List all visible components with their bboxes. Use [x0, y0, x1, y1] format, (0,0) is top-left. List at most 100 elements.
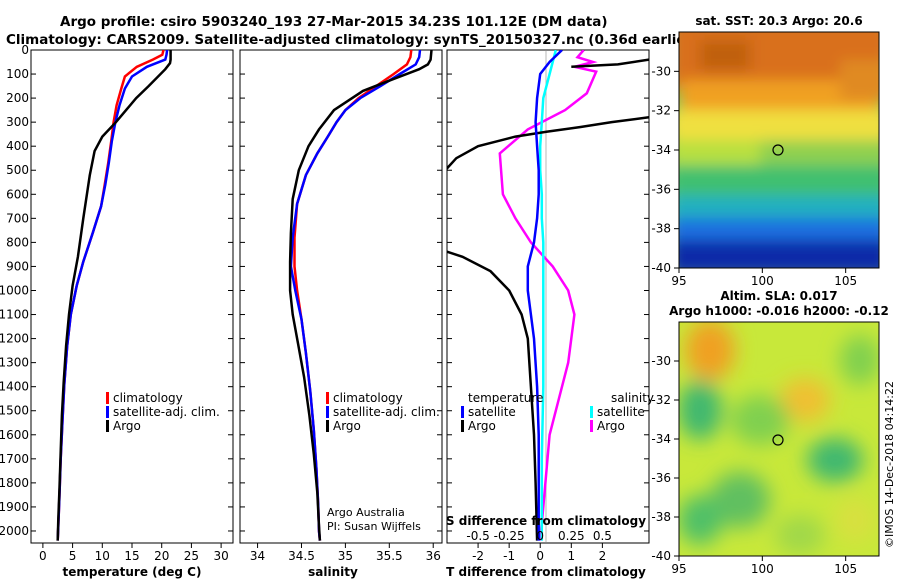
map-y-tick-label: -34	[651, 432, 671, 446]
legend-label-temperature-satellite: satellite	[468, 405, 516, 419]
depth-tick-label: 1300	[0, 356, 29, 370]
x-tick-label: 34.5	[288, 549, 315, 563]
salinity-x-ticks: 34 34.5 35 35.5 36	[250, 543, 441, 563]
difference-x-ticks: -2 -1 0 1 2	[472, 543, 606, 563]
depth-tick-label: 1000	[0, 283, 29, 297]
x-tick-label: 0	[39, 549, 47, 563]
x-tick-label: 34	[250, 549, 265, 563]
figure-title-line2: Climatology: CARS2009. Satellite-adjuste…	[6, 32, 698, 48]
depth-tick-label: 1100	[0, 308, 29, 322]
depth-tick-label: 1900	[0, 500, 29, 514]
salinity-plot	[288, 50, 433, 541]
sla-map	[679, 322, 879, 556]
legend-label-satellite: satellite-adj. clim.	[333, 405, 440, 419]
x-tick-label: 0	[536, 549, 544, 563]
depth-axis: 0 100 200 300 400 500 600 700 800 900 1000 1100 1200…	[0, 43, 649, 538]
depth-tick-label: 700	[6, 211, 29, 225]
temperature-xlabel: temperature (deg C)	[63, 565, 202, 579]
difference-panel-frame	[446, 49, 650, 544]
sla-map-x-ticks: 95 100 105	[671, 556, 857, 576]
depth-tick-label: 1500	[0, 404, 29, 418]
depth-tick-label: 500	[6, 163, 29, 177]
legend-label-climatology: climatology	[333, 391, 403, 405]
x-tick-label: 35	[338, 549, 353, 563]
map-y-tick-label: -34	[651, 143, 671, 157]
sst-map	[679, 32, 879, 268]
legend-swatch-temperature-satellite	[461, 406, 464, 418]
depth-tick-label: 900	[6, 259, 29, 273]
sla-map-title-line2: Argo h1000: -0.016 h2000: -0.12	[669, 304, 889, 318]
difference-top-x-ticks: -0.5 -0.25 0 0.25 0.5	[466, 529, 612, 543]
legend-swatch-satellite	[326, 406, 329, 418]
credit-argo-australia: Argo Australia	[327, 506, 405, 519]
legend-label-satellite: satellite-adj. clim.	[113, 405, 220, 419]
x-tick-label: -1	[503, 549, 515, 563]
difference-xlabel: T difference from climatology	[446, 565, 646, 579]
imos-credit: ©IMOS 14-Dec-2018 04:14:22	[883, 381, 896, 548]
legend-swatch-climatology	[326, 392, 329, 404]
map-x-tick-label: 105	[834, 562, 857, 576]
legend-swatch-climatology	[106, 392, 109, 404]
legend-swatch-salinity-satellite	[590, 406, 593, 418]
legend-label-argo: Argo	[113, 419, 141, 433]
depth-tick-label: 1200	[0, 332, 29, 346]
legend-label-climatology: climatology	[113, 391, 183, 405]
x-tick-label: 5	[69, 549, 77, 563]
map-y-tick-label: -36	[651, 182, 671, 196]
temperature-satellite-diff-line	[526, 50, 563, 541]
difference-legend: temperature satellite Argo salinity sate…	[461, 391, 654, 433]
map-y-tick-label: -38	[651, 510, 671, 524]
legend-label-argo: Argo	[333, 419, 361, 433]
sla-map-y-ticks: -30 -32 -34 -36 -38 -40	[651, 354, 679, 563]
salinity-climatology-line	[293, 50, 413, 541]
argo-position-marker	[772, 434, 784, 446]
map-y-tick-label: -38	[651, 222, 671, 236]
x-tick-label: -2	[472, 549, 484, 563]
salinity-argo-diff-line	[498, 50, 598, 541]
credit-pi: PI: Susan Wijffels	[327, 520, 421, 533]
legend-swatch-temperature-argo	[461, 420, 464, 432]
map-y-tick-label: -30	[651, 64, 671, 78]
map-y-tick-label: -36	[651, 471, 671, 485]
depth-tick-label: 600	[6, 187, 29, 201]
temperature-argo-diff-line	[447, 116, 649, 541]
legend-label-salinity-argo: Argo	[597, 419, 625, 433]
legend-swatch-argo	[106, 420, 109, 432]
salinity-legend: climatology satellite-adj. clim. Argo	[326, 391, 440, 433]
depth-tick-label: 800	[6, 235, 29, 249]
map-x-tick-label: 105	[834, 274, 857, 288]
depth-tick-label: 1800	[0, 476, 29, 490]
depth-tick-label: 400	[6, 139, 29, 153]
legend-swatch-argo	[326, 420, 329, 432]
map-x-tick-label: 100	[751, 562, 774, 576]
map-y-tick-label: -40	[651, 549, 671, 563]
map-x-tick-label: 95	[671, 274, 686, 288]
depth-tick-label: 2000	[0, 524, 29, 538]
x-tick-label: 1	[567, 549, 575, 563]
salinity-argo-line	[288, 50, 433, 541]
legend-title-salinity: salinity	[611, 391, 654, 405]
temperature-argo-diff-upper-line	[571, 58, 649, 69]
depth-tick-label: 200	[6, 91, 29, 105]
x-tick-label: 30	[213, 549, 228, 563]
map-y-tick-label: -32	[651, 393, 671, 407]
salinity-satellite-diff-line	[538, 50, 558, 541]
top-x-tick-label: -0.5	[466, 529, 489, 543]
map-x-tick-label: 100	[751, 274, 774, 288]
x-tick-label: 20	[154, 549, 169, 563]
x-tick-label: 15	[124, 549, 139, 563]
temperature-x-ticks: 0 5 10 15 20 25 30	[39, 543, 229, 563]
depth-tick-label: 100	[6, 67, 29, 81]
salinity-panel-frame	[239, 49, 443, 544]
sst-map-x-ticks: 95 100 105	[671, 268, 857, 288]
x-tick-label: 10	[95, 549, 110, 563]
x-tick-label: 25	[184, 549, 199, 563]
salinity-xlabel: salinity	[308, 565, 358, 579]
sla-map-title-line1: Altim. SLA: 0.017	[720, 289, 837, 303]
x-tick-label: 36	[426, 549, 441, 563]
temperature-argo-line	[56, 50, 172, 541]
top-x-tick-label: 0.5	[593, 529, 612, 543]
argo-position-marker	[772, 144, 784, 156]
temperature-legend: climatology satellite-adj. clim. Argo	[106, 391, 220, 433]
